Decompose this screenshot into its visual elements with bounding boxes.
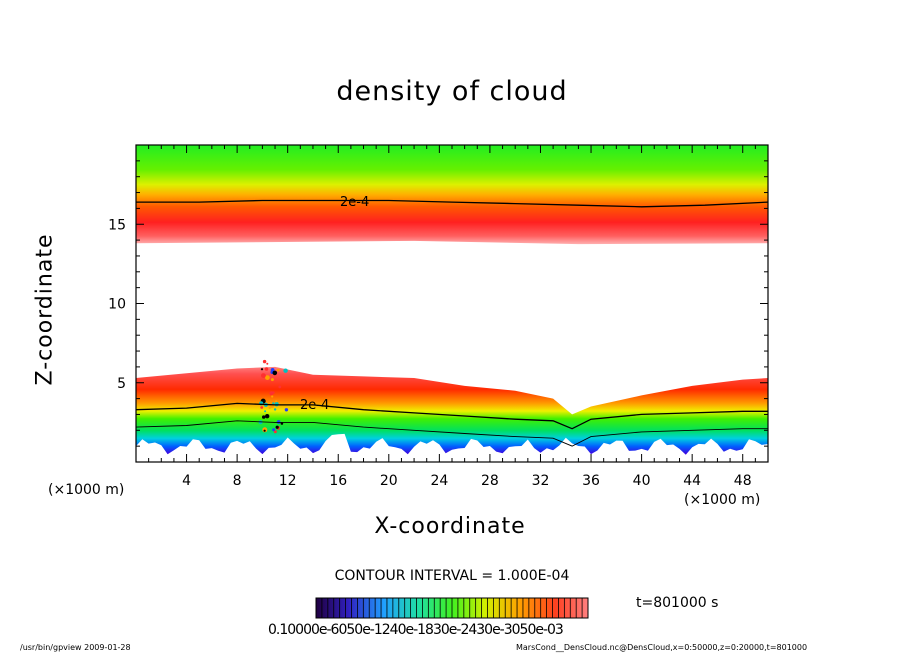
x-tick-label: 20 bbox=[380, 473, 398, 489]
speckle bbox=[272, 370, 278, 376]
speckle bbox=[275, 425, 279, 429]
speckle bbox=[265, 375, 270, 380]
speckle bbox=[273, 408, 277, 411]
x-axis-label: X-coordinate bbox=[374, 514, 526, 539]
speckle bbox=[272, 428, 275, 432]
speckle bbox=[278, 385, 282, 389]
speckle bbox=[270, 378, 274, 382]
plot-area bbox=[136, 145, 768, 455]
x-tick-label: 4 bbox=[182, 473, 191, 489]
speckle bbox=[283, 368, 288, 373]
speckle bbox=[264, 367, 269, 371]
speckle bbox=[275, 400, 278, 403]
y-tick-label: 15 bbox=[108, 217, 126, 233]
x-tick-label: 32 bbox=[532, 473, 550, 489]
y-tick-label: 5 bbox=[117, 376, 126, 392]
contour-label-lower: 2e-4 bbox=[300, 398, 329, 413]
y-axis-label: Z-coordinate bbox=[32, 233, 58, 386]
x-tick-label: 48 bbox=[734, 473, 752, 489]
speckle bbox=[270, 368, 275, 372]
speckle bbox=[274, 402, 279, 407]
lower-contour-line bbox=[136, 402, 768, 430]
x-tick-label: 28 bbox=[481, 473, 499, 489]
lower-contour-line-2 bbox=[136, 420, 768, 447]
x-tick-label: 40 bbox=[633, 473, 651, 489]
chart-title: density of cloud bbox=[336, 76, 568, 107]
speckle bbox=[262, 359, 267, 364]
speckle bbox=[262, 415, 266, 419]
speckle bbox=[272, 402, 275, 405]
speckle bbox=[284, 408, 289, 412]
x-tick-label: 36 bbox=[582, 473, 600, 489]
upper-contour-line bbox=[136, 199, 768, 208]
footer-left: /usr/bin/gpview 2009-01-28 bbox=[20, 643, 131, 652]
x-tick-label: 12 bbox=[279, 473, 297, 489]
y-tick-label: 10 bbox=[108, 297, 126, 313]
x-tick-label: 8 bbox=[233, 473, 242, 489]
x-unit-right: (×1000 m) bbox=[684, 492, 761, 508]
contour-interval: CONTOUR INTERVAL = 1.000E-04 bbox=[334, 568, 570, 584]
speckle bbox=[276, 368, 280, 372]
speckle bbox=[260, 406, 264, 409]
speckle bbox=[268, 406, 271, 409]
x-tick-label: 16 bbox=[329, 473, 347, 489]
footer-right: MarsCond__DensCloud.nc@DensCloud,x=0:500… bbox=[516, 643, 808, 652]
contour-label-upper: 2e-4 bbox=[340, 195, 369, 210]
speckle bbox=[266, 362, 269, 365]
speckle bbox=[264, 410, 267, 413]
upper-cloud-band bbox=[136, 145, 768, 245]
speckle bbox=[263, 429, 266, 432]
time-label: t=801000 s bbox=[636, 595, 719, 611]
lower-cloud-band bbox=[136, 366, 768, 455]
x-tick-label: 24 bbox=[430, 473, 448, 489]
speckle bbox=[269, 391, 274, 396]
speckle bbox=[260, 368, 264, 371]
x-unit-left: (×1000 m) bbox=[48, 482, 125, 498]
colorbar-labels: 0.10000e-6050e-1240e-1830e-2430e-3050e-0… bbox=[268, 622, 564, 638]
speckle bbox=[273, 430, 277, 434]
speckle bbox=[261, 373, 266, 378]
colorbar bbox=[315, 597, 589, 619]
x-tick-label: 44 bbox=[683, 473, 701, 489]
speckle bbox=[271, 395, 274, 398]
speckle bbox=[265, 414, 270, 419]
